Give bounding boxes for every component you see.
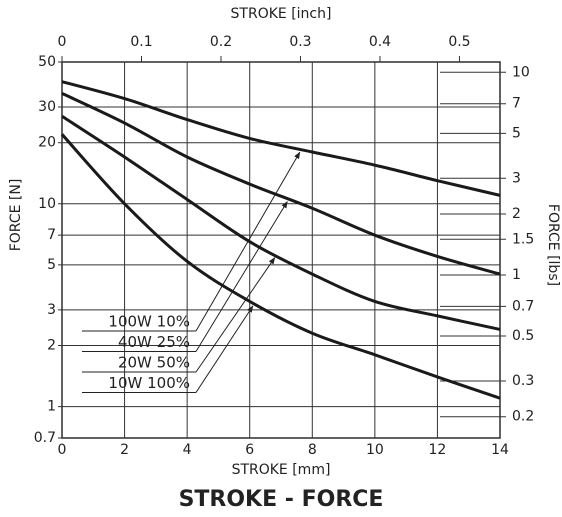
x2-tick-label: 0.3 [289, 34, 311, 50]
y-tick-label: 10 [38, 196, 56, 212]
y-tick-label: 1 [47, 399, 56, 415]
y2-tick-label: 0.3 [512, 373, 534, 389]
series-line [61, 92, 501, 276]
series-label: 40W 25% [118, 333, 190, 351]
leader-arrow [195, 305, 254, 393]
y2-tick-label: 0.7 [512, 298, 534, 314]
y2-tick-label: 1 [512, 267, 521, 283]
y-tick-label: 50 [38, 54, 56, 70]
y2-tick-label: 3 [512, 170, 521, 186]
y-tick-label: 20 [38, 135, 56, 151]
x2-tick-label: 0.2 [210, 34, 232, 50]
leader-arrow [195, 201, 288, 352]
series-line [61, 115, 501, 331]
y-tick-label: 7 [47, 227, 56, 243]
y-tick-label: 30 [38, 99, 56, 115]
y-tick-label: 3 [47, 302, 56, 318]
y2-tick-label: 7 [512, 96, 521, 112]
y-axis-label: FORCE [N] [8, 179, 24, 252]
y2-tick-label: 1.5 [512, 231, 534, 247]
series-label: 20W 50% [118, 354, 190, 372]
x-axis-label: STROKE [mm] [232, 462, 331, 478]
series-line [60, 133, 501, 400]
x2-tick-label: 0.5 [448, 34, 470, 50]
series-label: 100W 10% [108, 313, 190, 331]
x2-tick-label: 0.4 [369, 34, 391, 50]
y2-tick-label: 2 [512, 206, 521, 222]
series-label: 10W 100% [108, 374, 190, 392]
x2-axis-label: STROKE [inch] [231, 6, 332, 22]
series-line [61, 80, 501, 197]
x-tick-label: 0 [58, 442, 67, 458]
leader-arrow [195, 257, 276, 373]
x-tick-label: 2 [120, 442, 129, 458]
x-tick-label: 6 [245, 442, 254, 458]
y-tick-label: 0.7 [34, 430, 56, 446]
y2-tick-label: 10 [512, 64, 530, 80]
x-tick-label: 12 [429, 442, 447, 458]
x2-tick-label: 0.1 [130, 34, 152, 50]
y2-tick-label: 0.5 [512, 328, 534, 344]
x-tick-label: 8 [308, 442, 317, 458]
x2-tick-label: 0 [58, 34, 67, 50]
y-tick-label: 5 [47, 257, 56, 273]
chart-title: STROKE - FORCE [179, 487, 384, 512]
x-tick-label: 4 [183, 442, 192, 458]
y2-tick-label: 0.2 [512, 409, 534, 425]
y-tick-label: 2 [47, 338, 56, 354]
x-tick-label: 14 [491, 442, 509, 458]
y2-tick-label: 5 [512, 125, 521, 141]
y2-axis-label: FORCE [lbs] [545, 204, 561, 286]
x-tick-label: 10 [366, 442, 384, 458]
